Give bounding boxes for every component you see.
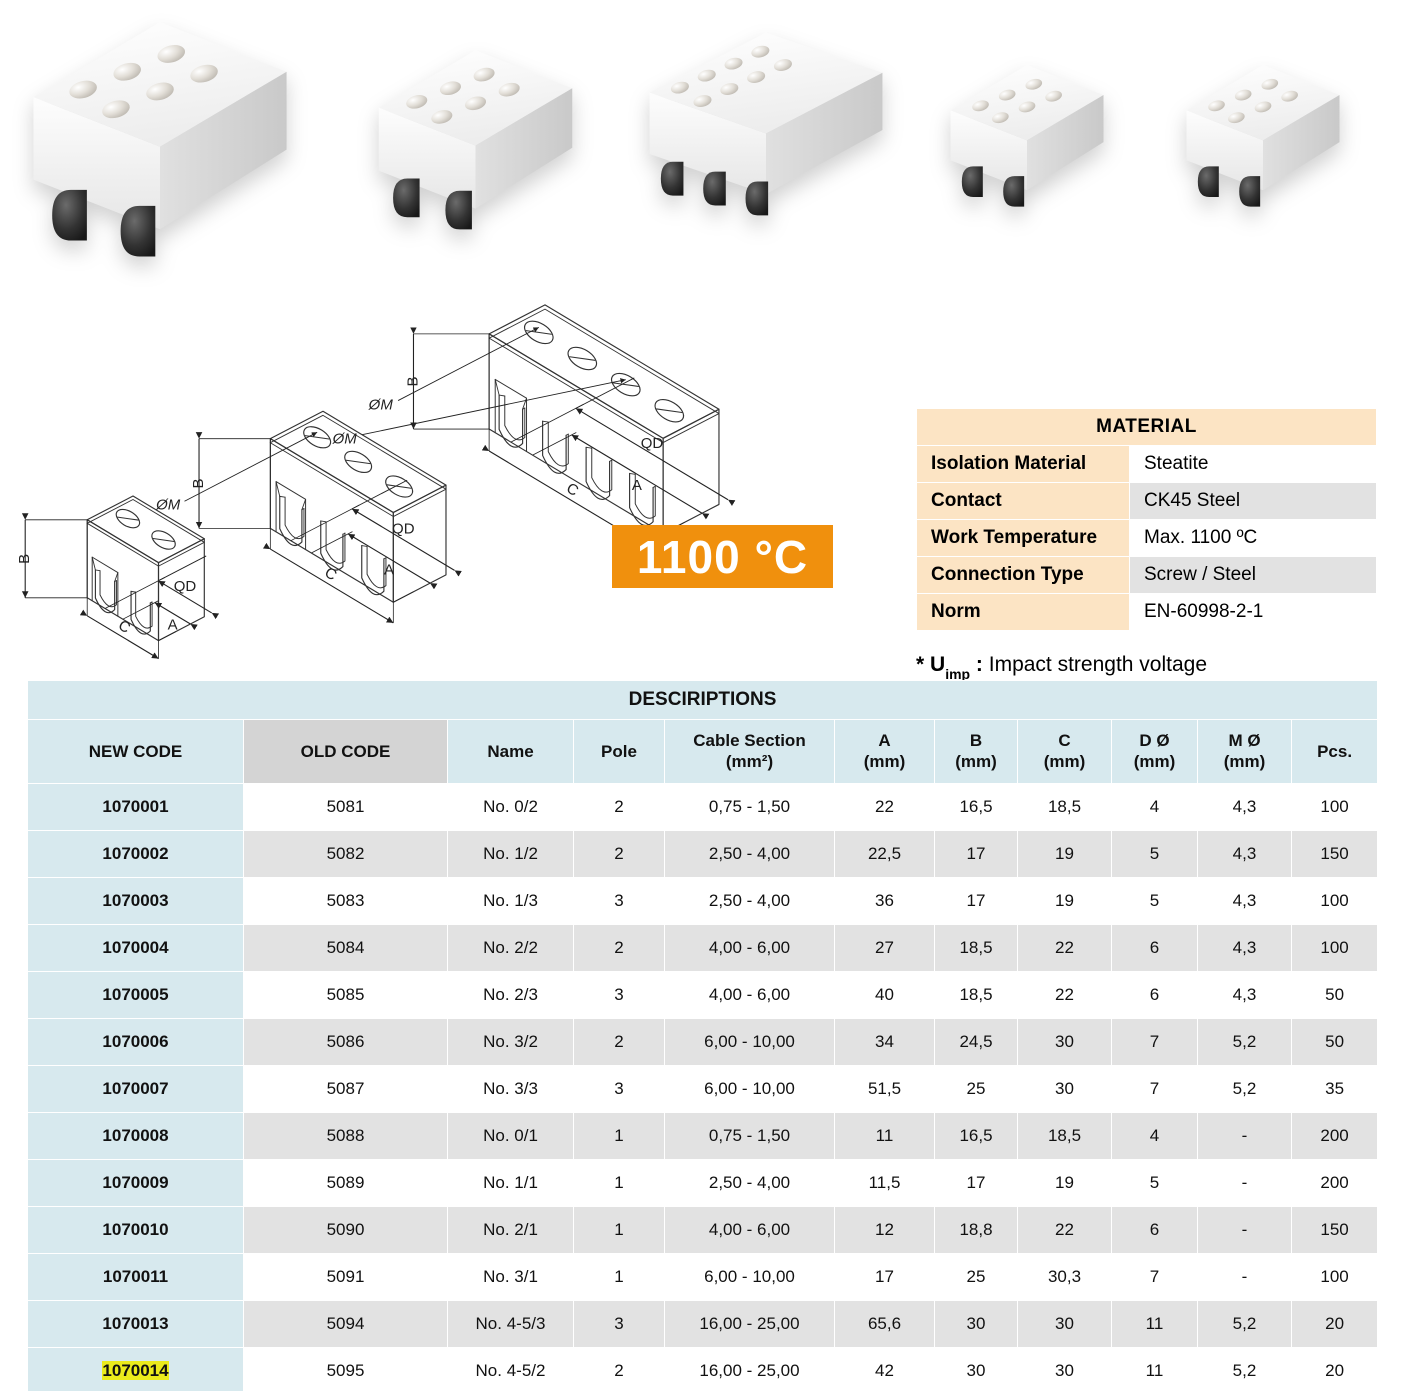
svg-text:A: A (384, 562, 394, 579)
svg-text:B: B (16, 554, 33, 564)
svg-text:ØM: ØM (332, 431, 358, 448)
svg-text:ØM: ØM (155, 497, 181, 514)
svg-text:B: B (404, 376, 421, 386)
svg-text:QD: QD (392, 521, 415, 538)
svg-text:ØM: ØM (368, 397, 394, 414)
svg-text:QD: QD (174, 578, 197, 595)
svg-text:B: B (190, 479, 207, 489)
svg-text:A: A (168, 616, 178, 633)
svg-text:QD: QD (641, 435, 664, 452)
svg-text:A: A (632, 477, 642, 494)
